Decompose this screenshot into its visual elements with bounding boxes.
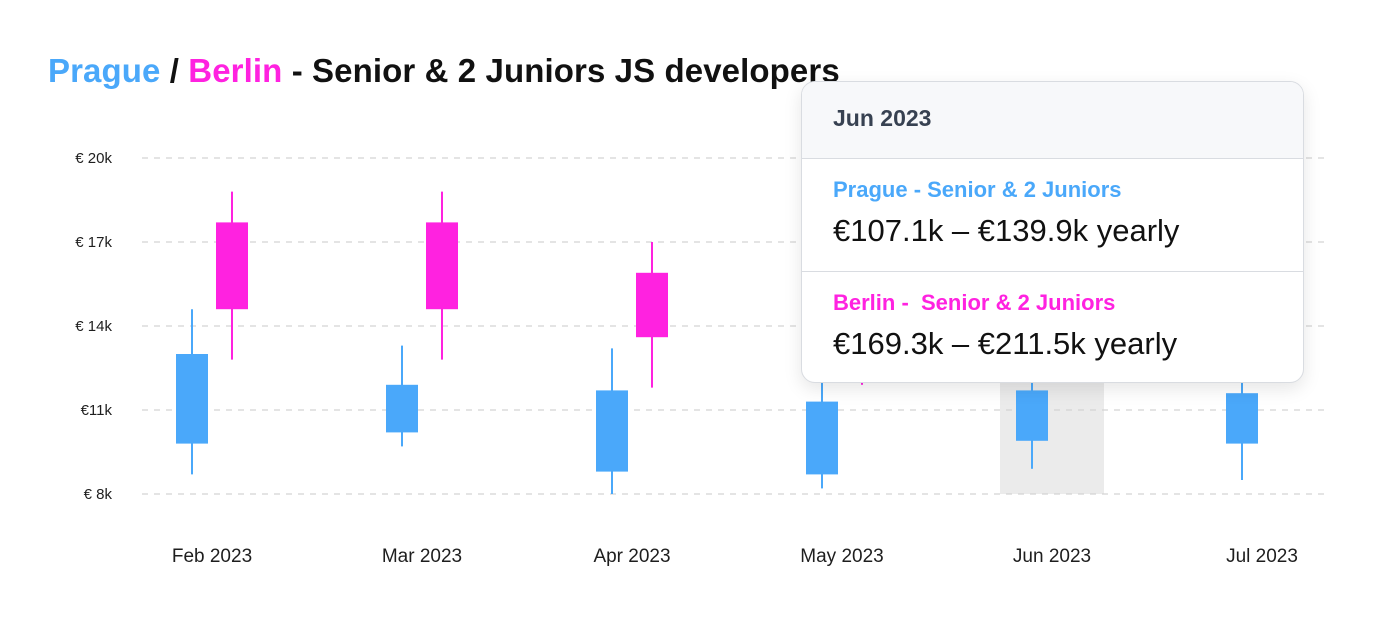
tooltip-berlin-label: Berlin - Senior & 2 Juniors xyxy=(833,290,1116,315)
y-tick-label: € 20k xyxy=(75,150,112,167)
tooltip-berlin-row: Berlin - Senior & 2 Juniors €169.3k – €2… xyxy=(802,271,1303,382)
tooltip-month: Jun 2023 xyxy=(802,82,1303,159)
chart-tooltip: Jun 2023 Prague - Senior & 2 Juniors €10… xyxy=(801,81,1304,383)
candle-body xyxy=(176,354,208,444)
y-tick-label: € 14k xyxy=(75,318,112,335)
y-tick-label: € 17k xyxy=(75,234,112,251)
candle-body xyxy=(426,222,458,310)
title-separator: / xyxy=(160,52,189,89)
y-tick-label: € 8k xyxy=(84,486,113,503)
candle-body xyxy=(806,401,838,475)
tooltip-prague-label: Prague - Senior & 2 Juniors xyxy=(833,177,1122,202)
title-rest: - Senior & 2 Juniors JS developers xyxy=(282,52,840,89)
candle-body xyxy=(1226,393,1258,444)
candle-body xyxy=(386,384,418,433)
x-tick-label: Jun 2023 xyxy=(1013,546,1091,567)
candle-body xyxy=(1016,390,1048,441)
x-tick-label: May 2023 xyxy=(800,546,883,567)
tooltip-prague-row: Prague - Senior & 2 Juniors €107.1k – €1… xyxy=(802,159,1303,271)
x-tick-label: Feb 2023 xyxy=(172,546,252,567)
x-tick-label: Apr 2023 xyxy=(593,546,670,567)
tooltip-prague-value: €107.1k – €139.9k yearly xyxy=(833,213,1180,248)
x-tick-label: Mar 2023 xyxy=(382,546,462,567)
candle-body xyxy=(216,222,248,310)
title-berlin: Berlin xyxy=(188,52,283,89)
x-tick-label: Jul 2023 xyxy=(1226,546,1298,567)
candle-body xyxy=(636,272,668,338)
candle-body xyxy=(596,390,628,472)
chart-title: Prague / Berlin - Senior & 2 Juniors JS … xyxy=(48,52,840,90)
title-prague: Prague xyxy=(48,52,161,89)
y-tick-label: €11k xyxy=(81,402,113,419)
tooltip-berlin-value: €169.3k – €211.5k yearly xyxy=(833,326,1178,361)
